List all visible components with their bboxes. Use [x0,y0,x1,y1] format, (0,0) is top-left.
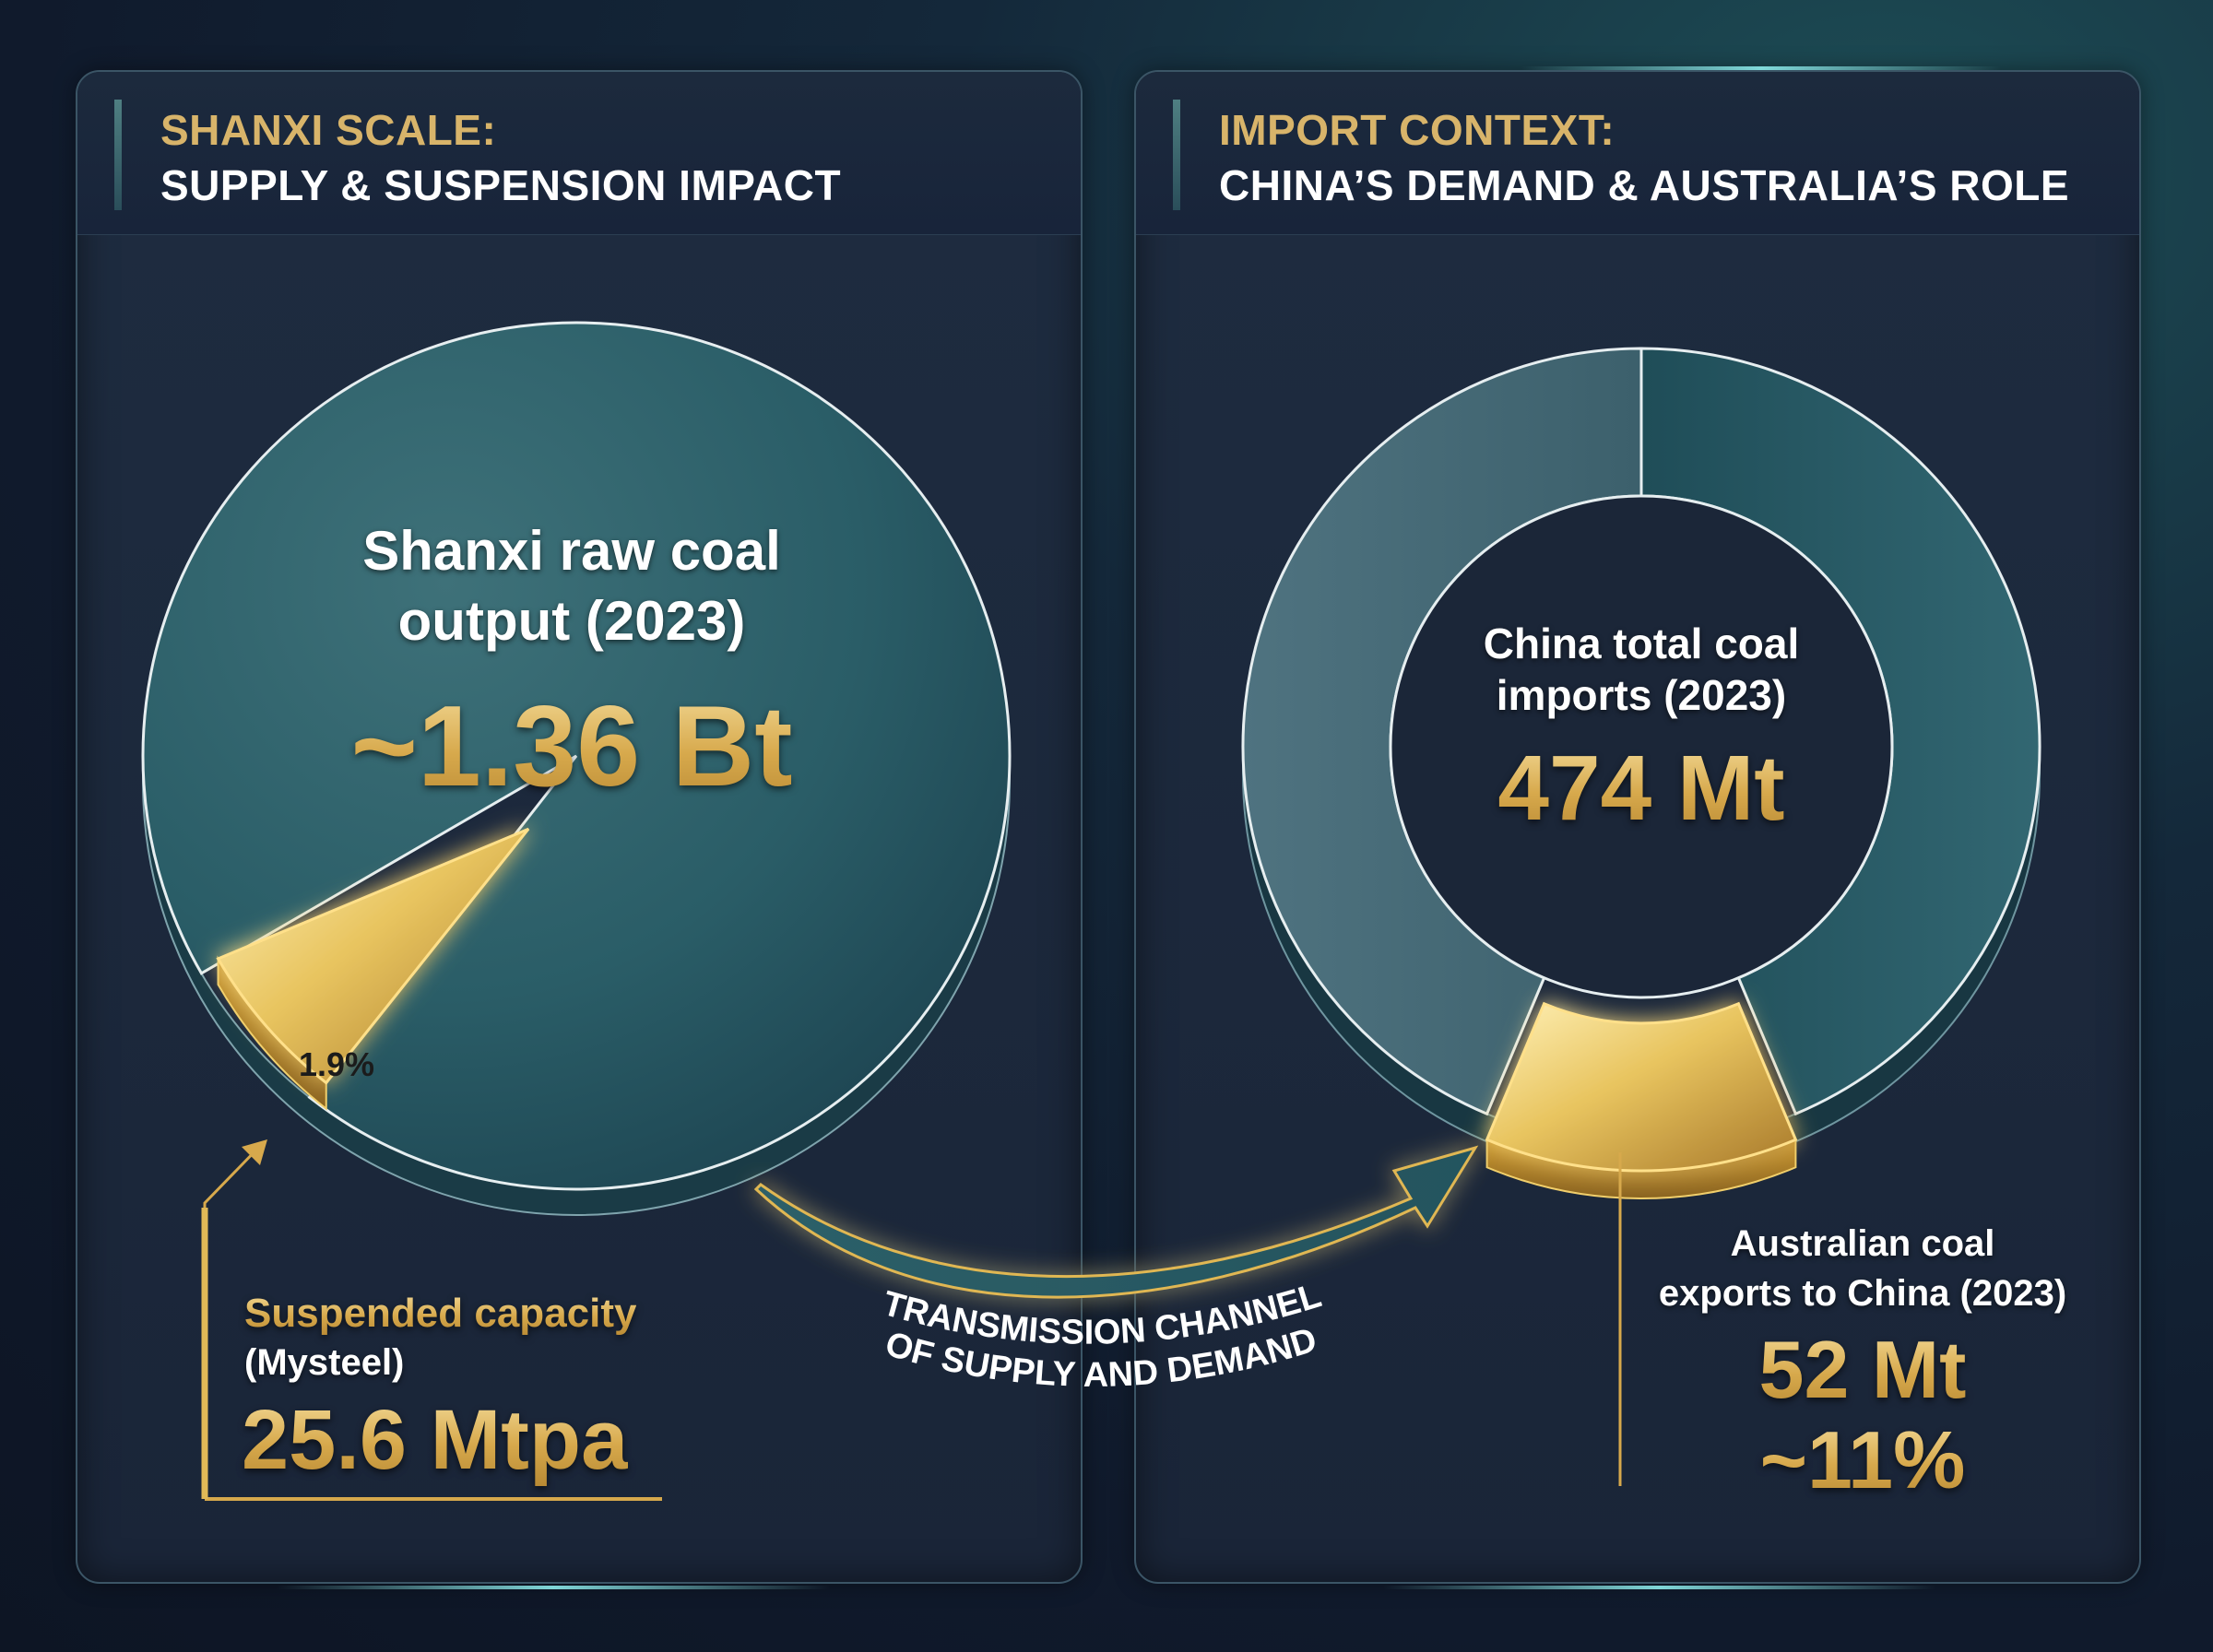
pie-title-line1: Shanxi raw coal [362,520,781,582]
pie-value: ~1.36 Bt [277,682,867,811]
shanxi-pie [141,321,1012,1216]
pie-title: Shanxi raw coal output (2023) [277,516,867,656]
left-header-accent-bar [114,100,122,210]
suspended-capacity-source: (Mysteel) [244,1342,405,1383]
left-panel-title: SHANXI SCALE: [160,106,497,154]
pie-title-line2: output (2023) [397,590,746,652]
top-glow-line [1521,66,2001,70]
donut-title: China total coal imports (2023) [1411,618,1872,721]
pie-slice-remaining [141,321,1012,1191]
suspended-capacity-value: 25.6 Mtpa [242,1393,629,1487]
right-header-accent-bar [1173,100,1180,210]
suspended-capacity-label: Suspended capacity [244,1291,637,1336]
bottom-right-glow-line [1383,1586,1936,1589]
right-panel-header: IMPORT CONTEXT: CHINA’S DEMAND & AUSTRAL… [1136,72,2139,235]
donut-title-line2: imports (2023) [1496,671,1787,719]
transmission-arrow [753,1145,1479,1299]
bottom-left-glow-line [277,1586,830,1589]
china-imports-donut [1241,347,2041,1199]
suspended-callout-line [201,1139,662,1501]
donut-hole [1389,494,1894,999]
donut-value: 474 Mt [1411,738,1872,839]
australia-value: 52 Mt [1623,1326,2102,1414]
left-panel-subtitle: SUPPLY & SUSPENSION IMPACT [160,161,842,209]
pie-slice-suspended [216,827,530,1085]
left-panel-header: SHANXI SCALE: SUPPLY & SUSPENSION IMPACT [77,72,1081,235]
australia-share: ~11% [1623,1416,2102,1504]
donut-segment-australia [1485,1001,1798,1173]
australia-label: Australian coal exports to China (2023) [1623,1219,2102,1318]
australia-label-line1: Australian coal [1730,1223,1995,1264]
donut-title-line1: China total coal [1483,620,1800,667]
slice-percent-label: 1.9% [298,1045,375,1083]
australia-label-line2: exports to China (2023) [1658,1273,2067,1314]
right-panel-subtitle: CHINA’S DEMAND & AUSTRALIA’S ROLE [1219,161,2070,209]
right-panel-title: IMPORT CONTEXT: [1219,106,1615,154]
